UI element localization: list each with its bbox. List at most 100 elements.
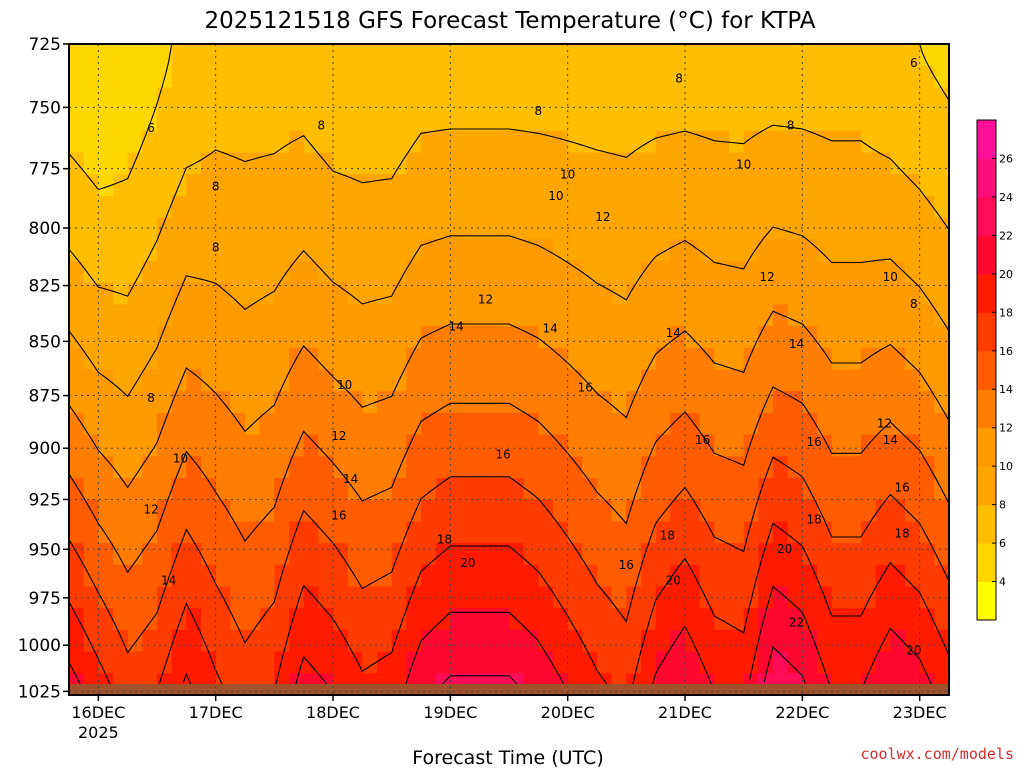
temperature-cell <box>743 326 759 349</box>
temperature-cell <box>245 326 261 349</box>
temperature-cell <box>641 499 657 522</box>
temperature-cell <box>303 87 319 110</box>
temperature-cell <box>377 369 393 392</box>
temperature-cell <box>69 195 85 219</box>
temperature-cell <box>171 130 187 154</box>
temperature-cell <box>377 174 393 197</box>
temperature-cell <box>890 65 906 88</box>
temperature-cell <box>523 521 539 544</box>
temperature-cell <box>406 586 422 609</box>
temperature-cell <box>303 109 319 132</box>
temperature-cell <box>406 282 422 305</box>
temperature-cell <box>157 543 173 566</box>
temperature-cell <box>787 326 803 349</box>
y-tick-label: 950 <box>29 540 61 560</box>
temperature-cell <box>479 304 495 327</box>
temperature-cell <box>831 651 847 674</box>
temperature-cell <box>641 586 657 609</box>
temperature-cell <box>479 456 495 479</box>
temperature-cell <box>523 261 539 284</box>
temperature-cell <box>245 261 261 284</box>
temperature-cell <box>905 369 921 392</box>
temperature-cell <box>641 217 657 240</box>
temperature-cell <box>582 109 598 132</box>
temperature-cell <box>259 282 275 305</box>
temperature-cell <box>611 521 627 544</box>
y-tick-label: 850 <box>29 332 61 352</box>
temperature-cell <box>362 543 378 566</box>
temperature-cell <box>215 239 231 262</box>
temperature-cell <box>919 87 935 110</box>
contour-label: 12 <box>331 429 346 443</box>
temperature-cell <box>69 521 85 544</box>
temperature-cell <box>362 87 378 110</box>
temperature-cell <box>479 478 495 501</box>
temperature-cell <box>450 304 466 327</box>
temperature-cell <box>802 44 818 67</box>
temperature-cell <box>142 152 158 175</box>
colorbar-swatch <box>977 581 996 621</box>
temperature-cell <box>626 543 642 566</box>
temperature-cell <box>729 44 745 67</box>
temperature-cell <box>919 65 935 88</box>
temperature-cell <box>699 304 715 327</box>
temperature-cell <box>905 347 921 371</box>
temperature-cell <box>890 304 906 327</box>
temperature-cell <box>333 478 349 501</box>
temperature-cell <box>670 608 686 631</box>
temperature-cell <box>450 174 466 197</box>
temperature-cell <box>201 434 217 457</box>
ground-surface <box>69 684 949 695</box>
temperature-cell <box>142 195 158 219</box>
temperature-cell <box>758 174 774 197</box>
temperature-cell <box>347 109 363 132</box>
temperature-cell <box>157 412 173 436</box>
temperature-cell <box>509 499 525 522</box>
temperature-cell <box>465 651 481 674</box>
temperature-cell <box>83 412 99 436</box>
temperature-cell <box>391 629 407 653</box>
temperature-cell <box>802 65 818 88</box>
temperature-cell <box>890 152 906 175</box>
temperature-cell <box>465 543 481 566</box>
temperature-cell <box>773 65 789 88</box>
temperature-cell <box>597 109 613 132</box>
temperature-cell <box>758 44 774 67</box>
temperature-cell <box>127 499 143 522</box>
temperature-cell <box>421 87 437 110</box>
temperature-cell <box>890 608 906 631</box>
temperature-cell <box>787 195 803 219</box>
temperature-cell <box>98 521 114 544</box>
temperature-cell <box>435 369 451 392</box>
temperature-cell <box>113 564 129 588</box>
temperature-cell <box>875 87 891 110</box>
temperature-cell <box>553 195 569 219</box>
temperature-cell <box>171 152 187 175</box>
temperature-cell <box>729 391 745 414</box>
temperature-cell <box>626 44 642 67</box>
temperature-cell <box>758 239 774 262</box>
temperature-cell <box>406 109 422 132</box>
temperature-cell <box>861 130 877 154</box>
temperature-cell <box>787 347 803 371</box>
temperature-cell <box>861 499 877 522</box>
temperature-cell <box>611 369 627 392</box>
temperature-cell <box>83 217 99 240</box>
credit-link[interactable]: coolwx.com/models <box>860 745 1014 763</box>
temperature-cell <box>406 130 422 154</box>
temperature-cell <box>83 44 99 67</box>
temperature-cell <box>347 369 363 392</box>
temperature-cell <box>245 304 261 327</box>
temperature-cell <box>567 239 583 262</box>
temperature-cell <box>333 412 349 436</box>
temperature-cell <box>817 174 833 197</box>
isotherm-20 <box>294 655 334 692</box>
temperature-cell <box>538 152 554 175</box>
temperature-cell <box>729 195 745 219</box>
temperature-cell <box>83 564 99 588</box>
temperature-cell <box>641 391 657 414</box>
temperature-cell <box>347 434 363 457</box>
temperature-cell <box>655 369 671 392</box>
temperature-cell <box>787 282 803 305</box>
temperature-cell <box>626 434 642 457</box>
